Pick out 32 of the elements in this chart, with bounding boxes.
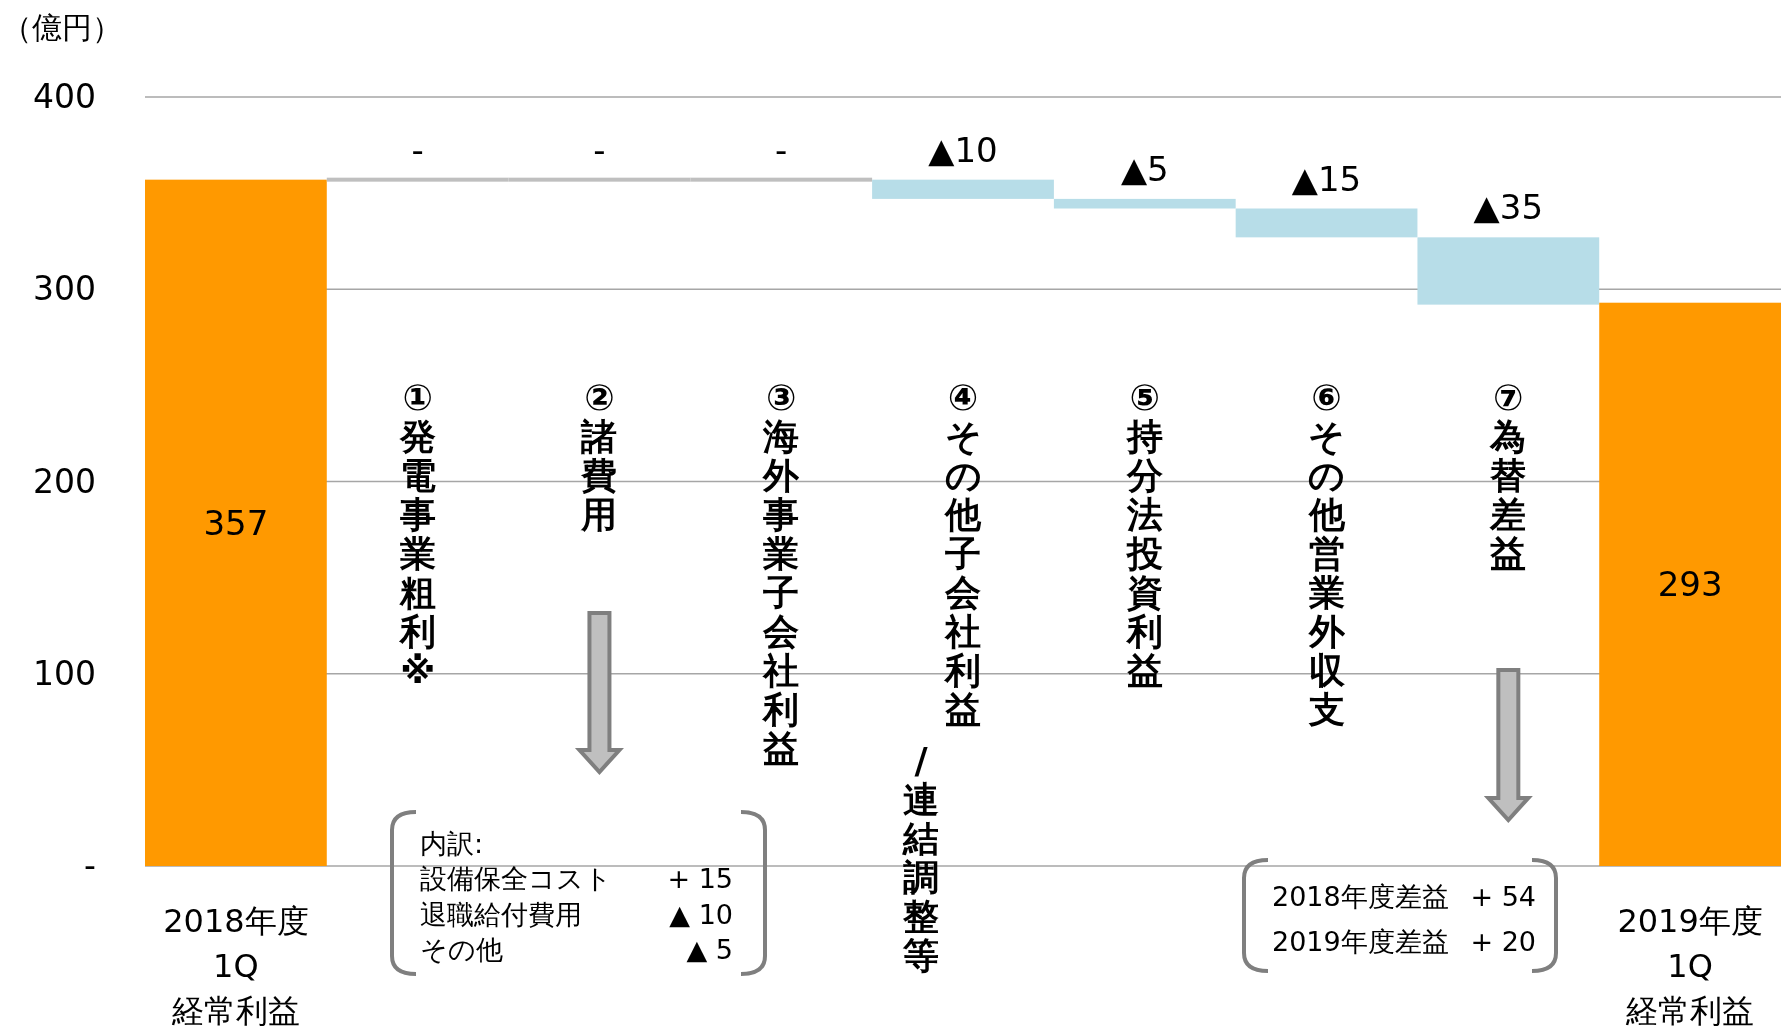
x-tick-label: ②諸費用 <box>580 377 618 535</box>
x-tick-label: 2019年度 1Q 経常利益 <box>1617 902 1763 1026</box>
data-label: - <box>593 129 606 170</box>
y-tick-label: 400 <box>33 77 96 116</box>
y-tick-label: - <box>84 846 96 885</box>
data-label: ▲5 <box>1120 148 1169 189</box>
y-tick-label: 300 <box>33 269 96 309</box>
category-label: ③海外事業子会社利益 <box>763 377 800 769</box>
bar <box>872 179 1054 199</box>
data-label: 357 <box>203 502 269 543</box>
y-tick-label: 100 <box>33 653 96 693</box>
text: 内訳: 設備保全コスト + 15 退職給付費用 ▲ 10 その他 ▲ 5 <box>420 827 733 966</box>
category-label: ⑥その他営業外収支 <box>1308 377 1346 730</box>
data-label: ▲35 <box>1473 187 1544 228</box>
x-tick-label: ①発電事業粗利※ <box>397 377 436 691</box>
data-label: ▲10 <box>928 129 998 170</box>
bar <box>1417 237 1600 305</box>
x-tick-label: 2018年度 1Q 経常利益 <box>163 902 309 1026</box>
data-label: ▲15 <box>1291 158 1362 199</box>
data-label: - <box>411 129 424 170</box>
bar <box>145 179 327 866</box>
bar <box>1053 198 1236 209</box>
x-tick-label: ⑦為替差益 <box>1489 377 1527 574</box>
text: 2018年度差益 + 54 2019年度差益 + 20 <box>1272 880 1536 958</box>
y-axis-title: （億円） <box>2 10 122 45</box>
bar <box>1235 208 1418 238</box>
y-tick-label: 200 <box>33 461 96 501</box>
data-label: - <box>775 129 788 170</box>
x-tick-label: ⑤持分法投資利益 <box>1124 377 1163 691</box>
category-label: ④その他子会社利益 /連結調整等 <box>903 377 982 976</box>
data-label: 293 <box>1657 564 1723 605</box>
bar <box>1599 302 1781 866</box>
